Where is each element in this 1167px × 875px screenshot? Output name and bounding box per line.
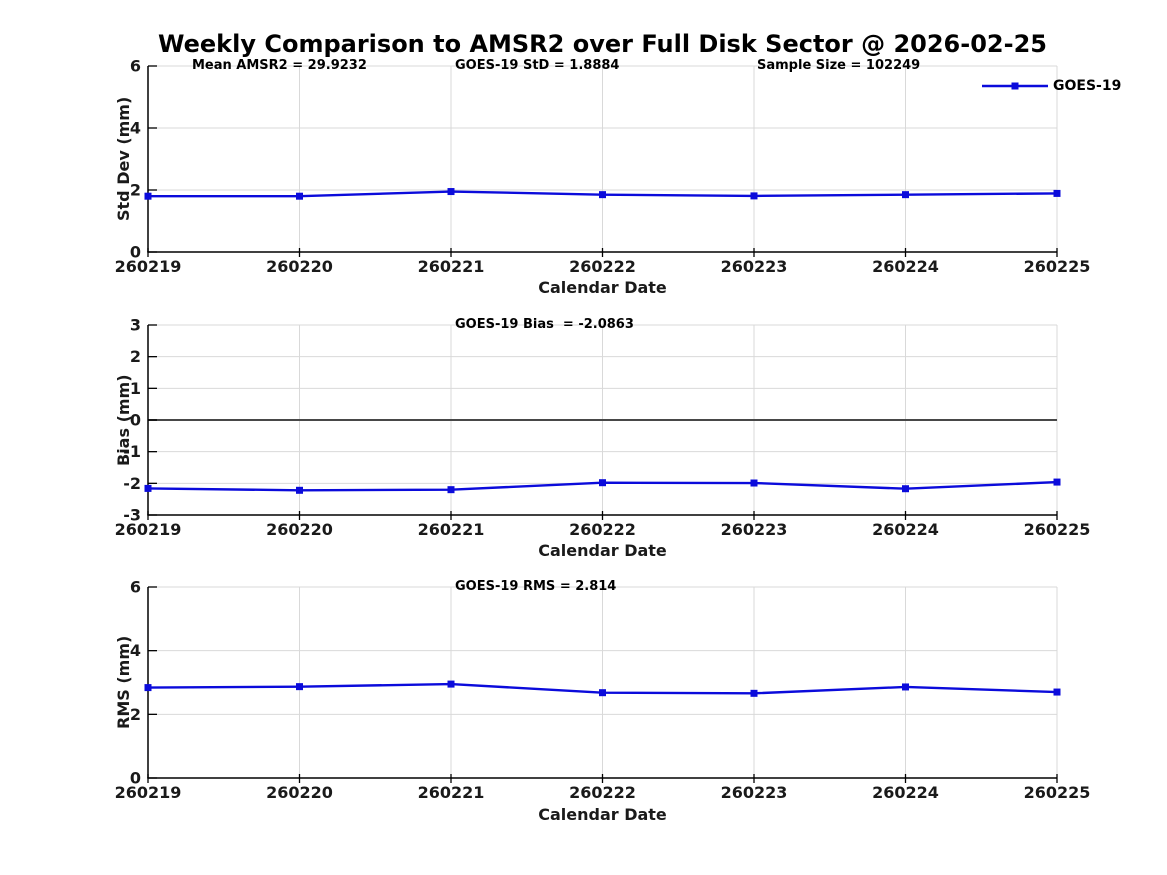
data-marker <box>144 684 152 692</box>
x-tick-label: 260222 <box>569 520 636 539</box>
x-tick-label: 260219 <box>115 257 182 276</box>
subplot2-annotation-goes19-bias: GOES-19 Bias = -2.0863 <box>455 317 634 332</box>
data-marker <box>447 486 455 494</box>
subplot2-x-axis-label: Calendar Date <box>538 541 667 560</box>
y-tick-label: 2 <box>130 705 141 724</box>
subplot1-annotation-mean-amsr2: Mean AMSR2 = 29.9232 <box>192 58 367 73</box>
data-marker <box>447 188 455 196</box>
data-marker <box>144 484 152 492</box>
data-marker <box>599 689 606 697</box>
y-tick-label: 2 <box>130 181 141 200</box>
legend-label: GOES-19 <box>1053 78 1122 94</box>
x-tick-label: 260220 <box>266 783 333 802</box>
subplot1-x-axis-label: Calendar Date <box>538 278 667 297</box>
data-marker <box>296 683 303 691</box>
y-tick-label: -3 <box>123 506 141 525</box>
subplot3-y-axis-label: RMS (mm) <box>114 635 133 730</box>
data-marker <box>750 192 758 200</box>
x-tick-label: 260222 <box>569 257 636 276</box>
y-tick-label: 0 <box>130 243 141 262</box>
y-tick-label: 6 <box>130 578 141 597</box>
y-tick-label: 2 <box>130 347 141 366</box>
subplot1-y-axis-label: Std Dev (mm) <box>114 96 133 222</box>
subplot3-x-axis-label: Calendar Date <box>538 805 667 824</box>
x-tick-label: 260222 <box>569 783 636 802</box>
x-tick-label: 260225 <box>1024 520 1091 539</box>
subplot3-annotation-goes19-rms: GOES-19 RMS = 2.814 <box>455 579 617 594</box>
legend-line-marker-icon <box>982 82 1048 90</box>
data-marker <box>1053 189 1061 197</box>
x-tick-label: 260223 <box>721 520 788 539</box>
x-tick-label: 260223 <box>721 257 788 276</box>
y-tick-label: 1 <box>130 379 141 398</box>
x-tick-label: 260223 <box>721 783 788 802</box>
figure-title: Weekly Comparison to AMSR2 over Full Dis… <box>158 30 1047 58</box>
data-marker <box>902 191 909 199</box>
data-marker <box>1053 478 1061 486</box>
data-marker <box>750 479 758 487</box>
data-marker <box>599 479 606 487</box>
x-tick-label: 260225 <box>1024 783 1091 802</box>
y-tick-label: 3 <box>130 316 141 335</box>
x-tick-label: 260219 <box>115 783 182 802</box>
x-tick-label: 260224 <box>872 783 939 802</box>
x-tick-label: 260224 <box>872 257 939 276</box>
x-tick-label: 260225 <box>1024 257 1091 276</box>
y-tick-label: 0 <box>130 769 141 788</box>
data-marker <box>902 683 909 691</box>
y-tick-label: 4 <box>130 641 141 660</box>
y-tick-label: -2 <box>123 474 141 493</box>
subplot1-annotation-sample-size: Sample Size = 102249 <box>757 58 921 73</box>
data-marker <box>599 191 606 199</box>
subplot1-annotation-goes19-std: GOES-19 StD = 1.8884 <box>455 58 620 73</box>
subplot2-y-axis-label: Bias (mm) <box>114 374 133 466</box>
y-tick-label: -1 <box>123 442 141 461</box>
legend: GOES-19 <box>982 78 1121 94</box>
x-tick-label: 260221 <box>418 520 485 539</box>
data-marker <box>296 486 303 494</box>
data-marker <box>902 485 909 493</box>
data-marker <box>750 689 758 697</box>
x-tick-label: 260224 <box>872 520 939 539</box>
data-marker <box>144 192 152 200</box>
y-tick-label: 4 <box>130 119 141 138</box>
x-tick-label: 260220 <box>266 257 333 276</box>
data-marker <box>1053 688 1061 696</box>
x-tick-label: 260221 <box>418 783 485 802</box>
x-tick-label: 260219 <box>115 520 182 539</box>
data-marker <box>296 192 303 200</box>
x-tick-label: 260221 <box>418 257 485 276</box>
y-tick-label: 6 <box>130 57 141 76</box>
y-tick-label: 0 <box>130 411 141 430</box>
data-marker <box>447 680 455 688</box>
x-tick-label: 260220 <box>266 520 333 539</box>
